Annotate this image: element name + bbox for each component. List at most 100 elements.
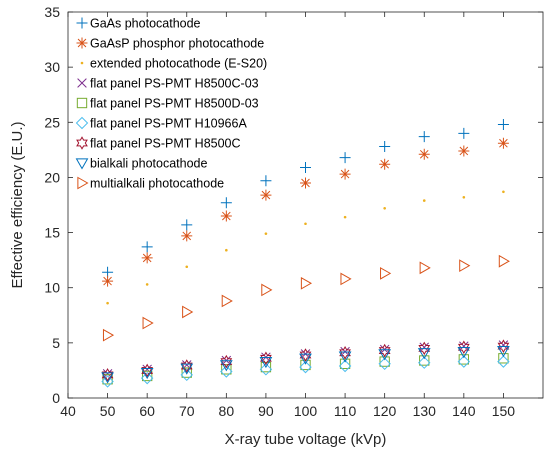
data-point <box>299 348 312 362</box>
series-1 <box>102 137 509 287</box>
data-point <box>102 275 114 287</box>
data-point <box>220 210 232 222</box>
y-tick-label: 15 <box>44 225 60 241</box>
data-point <box>102 328 115 342</box>
data-point <box>141 252 153 264</box>
data-point <box>221 294 233 308</box>
data-point <box>497 345 510 358</box>
data-point <box>380 267 392 280</box>
legend-label: bialkali photocathode <box>90 157 207 171</box>
legend-label: flat panel PS-PMT H8500C <box>90 137 241 151</box>
data-point <box>419 355 430 366</box>
x-tick-label: 40 <box>60 403 76 419</box>
data-point <box>457 340 470 355</box>
data-point <box>498 254 510 268</box>
data-point <box>140 371 154 385</box>
data-point <box>264 232 268 235</box>
legend-label: GaAsP phosphor photocathode <box>90 37 264 51</box>
legend-marker <box>77 176 89 190</box>
legend-label: extended photocathode (E-S20) <box>90 57 267 71</box>
data-point <box>379 158 391 170</box>
data-marks <box>101 118 510 388</box>
data-point <box>220 197 232 209</box>
legend-marker <box>75 158 89 170</box>
series-5 <box>101 355 510 388</box>
data-point <box>225 248 228 252</box>
data-point <box>343 215 347 219</box>
data-point <box>219 360 233 372</box>
data-point <box>497 137 509 149</box>
legend-marker <box>75 116 89 130</box>
data-point <box>418 148 430 160</box>
legend-marker <box>76 136 88 150</box>
data-point <box>422 199 426 202</box>
data-point <box>304 222 307 226</box>
data-point <box>141 241 153 253</box>
data-point <box>419 342 430 353</box>
x-tick-label: 80 <box>219 403 235 419</box>
data-point <box>101 372 114 384</box>
data-point <box>378 343 391 358</box>
data-point <box>260 175 272 187</box>
data-point <box>339 168 351 180</box>
data-point <box>220 365 233 378</box>
legend-label: flat panel PS-PMT H8500C-03 <box>90 77 259 91</box>
data-point <box>418 356 431 369</box>
data-point <box>458 127 470 139</box>
data-point <box>180 359 193 373</box>
x-tick-label: 100 <box>294 403 318 419</box>
data-point <box>383 207 386 210</box>
data-point <box>106 301 109 305</box>
data-point <box>181 367 192 378</box>
data-point <box>498 353 509 364</box>
data-point <box>497 118 509 130</box>
data-point <box>458 145 470 157</box>
data-point <box>378 349 392 361</box>
data-point <box>338 351 352 363</box>
data-point <box>142 316 154 330</box>
data-point <box>260 361 272 373</box>
data-point <box>418 131 430 143</box>
series-8 <box>102 254 510 342</box>
data-point <box>497 339 510 353</box>
data-point <box>181 219 193 231</box>
data-point <box>140 368 154 380</box>
data-point <box>181 230 193 242</box>
data-point <box>259 356 273 369</box>
data-point <box>300 162 311 174</box>
data-point <box>339 345 351 360</box>
y-tick-label: 0 <box>52 390 60 406</box>
data-point <box>459 259 471 273</box>
axes: 40 50 60 70 80 90 100 110 120 130 140 150 0 5 10 15 20 25… <box>44 4 544 419</box>
data-point <box>180 368 193 382</box>
data-point <box>101 368 114 382</box>
data-point <box>182 305 194 319</box>
data-point <box>459 341 469 351</box>
data-point <box>339 152 351 164</box>
data-point <box>101 375 114 388</box>
y-axis-title: Effective efficiency (E.U.) <box>9 121 26 288</box>
data-point <box>185 265 189 269</box>
x-tick-label: 130 <box>413 403 437 419</box>
y-tick-label: 5 <box>52 335 60 351</box>
data-point <box>498 340 509 350</box>
legend-marker <box>80 61 84 65</box>
data-point <box>502 190 505 194</box>
legend-marker <box>77 78 87 88</box>
x-axis-title: X-ray tube voltage (kVp) <box>225 431 387 448</box>
legend: GaAs photocathode GaAsP phosphor photocat… <box>75 17 267 191</box>
data-point <box>145 283 149 286</box>
data-point <box>457 347 471 359</box>
data-point <box>221 364 232 375</box>
data-point <box>299 353 312 365</box>
legend-marker <box>76 17 88 29</box>
y-tick-label: 35 <box>44 4 60 20</box>
data-point <box>220 354 233 369</box>
x-tick-label: 110 <box>334 403 357 419</box>
y-tick-label: 10 <box>44 280 60 296</box>
data-point <box>102 374 113 385</box>
data-point <box>260 351 272 366</box>
x-tick-label: 150 <box>492 403 516 419</box>
data-point <box>180 363 194 375</box>
